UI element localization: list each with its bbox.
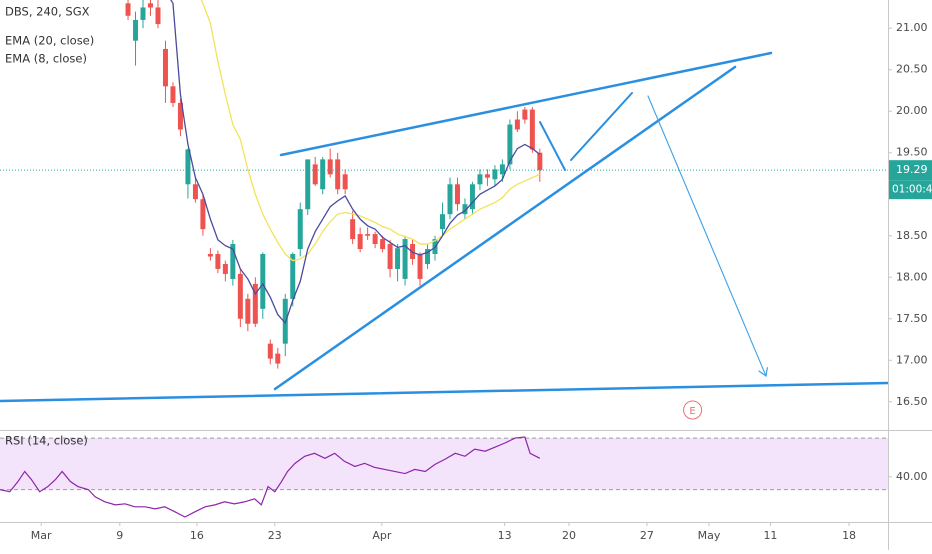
x-tick-label: 18 bbox=[842, 529, 856, 542]
rsi-title: RSI (14, close) bbox=[5, 434, 88, 448]
candle-body bbox=[245, 298, 251, 324]
y-tick-label: 19.50 bbox=[896, 146, 928, 159]
countdown-box bbox=[889, 180, 932, 200]
candle-body bbox=[237, 273, 243, 319]
candle-body bbox=[177, 102, 183, 130]
candle-body bbox=[230, 244, 236, 279]
x-tick-label: 27 bbox=[640, 529, 654, 542]
candle-body bbox=[440, 214, 446, 230]
candle-body bbox=[350, 219, 356, 240]
earnings-label: E bbox=[689, 406, 695, 417]
rsi-pane bbox=[0, 436, 888, 518]
candle-body bbox=[365, 234, 371, 236]
candle-body bbox=[170, 86, 176, 103]
drawings bbox=[0, 51, 888, 403]
rsi-band bbox=[0, 438, 888, 490]
candle-body bbox=[140, 7, 146, 20]
ema-line bbox=[170, 0, 541, 325]
candle-body bbox=[312, 164, 318, 185]
candle-body bbox=[387, 244, 393, 269]
candle-body bbox=[275, 353, 281, 364]
candle-body bbox=[357, 234, 363, 250]
chart-title: DBS, 240, SGX bbox=[5, 5, 90, 19]
support-line bbox=[0, 381, 888, 403]
x-tick-label: 11 bbox=[763, 529, 777, 542]
overlay: 21.0020.5020.0019.5019.0018.5018.0017.50… bbox=[31, 21, 932, 542]
candle-body bbox=[380, 239, 386, 250]
ema-line bbox=[200, 0, 541, 262]
candle-body bbox=[454, 184, 460, 205]
candle-body bbox=[290, 254, 296, 299]
earnings-marker bbox=[683, 400, 703, 420]
candle-body bbox=[522, 109, 528, 120]
candle-body bbox=[327, 159, 333, 175]
candle-body bbox=[320, 159, 326, 190]
candle-body bbox=[192, 184, 198, 200]
x-tick-label: 16 bbox=[190, 529, 204, 542]
candle-body bbox=[417, 254, 423, 279]
countdown-label: 01:00:41 bbox=[892, 184, 932, 196]
candle-body bbox=[425, 249, 431, 264]
last-price-box bbox=[889, 160, 932, 181]
x-tick-label: 23 bbox=[268, 529, 282, 542]
x-tick-label: Apr bbox=[372, 529, 392, 542]
candle-body bbox=[185, 149, 191, 185]
candle-body bbox=[447, 184, 453, 215]
candle-body bbox=[514, 119, 520, 130]
candle-body bbox=[305, 159, 311, 210]
candle-body bbox=[260, 254, 266, 309]
y-tick-label: 18.00 bbox=[896, 270, 928, 283]
candle-body bbox=[484, 174, 490, 178]
path-up bbox=[570, 92, 633, 161]
candle-body bbox=[335, 159, 341, 190]
price-pane: E bbox=[0, 0, 888, 420]
y-tick-label: 17.50 bbox=[896, 312, 928, 325]
candle-body bbox=[372, 234, 378, 245]
x-tick-label: 9 bbox=[116, 529, 123, 542]
candle-body bbox=[529, 109, 535, 150]
candle-body bbox=[133, 19, 139, 41]
candle-body bbox=[469, 184, 475, 210]
candle-body bbox=[267, 343, 273, 359]
candle-body bbox=[252, 283, 258, 324]
y-tick-label: 20.00 bbox=[896, 104, 928, 117]
legend: DBS, 240, SGX EMA (20, close) EMA (8, cl… bbox=[5, 5, 94, 448]
candle-body bbox=[342, 174, 348, 190]
legend-entry: EMA (8, close) bbox=[5, 52, 87, 66]
legend-entry: EMA (20, close) bbox=[5, 34, 94, 48]
candle-body bbox=[402, 239, 408, 279]
candle-body bbox=[507, 124, 513, 165]
y-tick-label: 17.00 bbox=[896, 353, 928, 366]
candle-body bbox=[207, 254, 213, 257]
candle-body bbox=[395, 248, 401, 269]
wedge-upper bbox=[279, 51, 773, 157]
y-tick-label: 18.50 bbox=[896, 229, 928, 242]
candle-body bbox=[162, 48, 168, 87]
candle-body bbox=[492, 169, 498, 180]
y-tick-label: 21.00 bbox=[896, 21, 928, 34]
candle-body bbox=[200, 199, 206, 230]
target-arrow bbox=[647, 95, 766, 376]
x-tick-label: 13 bbox=[498, 529, 512, 542]
candle-body bbox=[215, 254, 221, 269]
candle-body bbox=[125, 3, 131, 16]
candle-body bbox=[147, 3, 153, 8]
candle-body bbox=[155, 7, 161, 25]
y-tick-label: 16.50 bbox=[896, 395, 928, 408]
candle-body bbox=[462, 204, 468, 215]
x-tick-label: 20 bbox=[562, 529, 576, 542]
candle-body bbox=[537, 152, 543, 171]
candle-body bbox=[297, 209, 303, 250]
candle-body bbox=[222, 263, 228, 274]
candle-body bbox=[499, 164, 505, 175]
candle-body bbox=[477, 174, 483, 185]
y-tick-label: 20.50 bbox=[896, 63, 928, 76]
rsi-line bbox=[0, 436, 541, 518]
x-tick-label: May bbox=[698, 529, 721, 542]
last-price-label: 19.29 bbox=[896, 163, 928, 176]
rsi-y-tick-label: 40.00 bbox=[896, 470, 928, 483]
x-tick-label: Mar bbox=[31, 529, 52, 542]
path-down bbox=[539, 121, 566, 171]
